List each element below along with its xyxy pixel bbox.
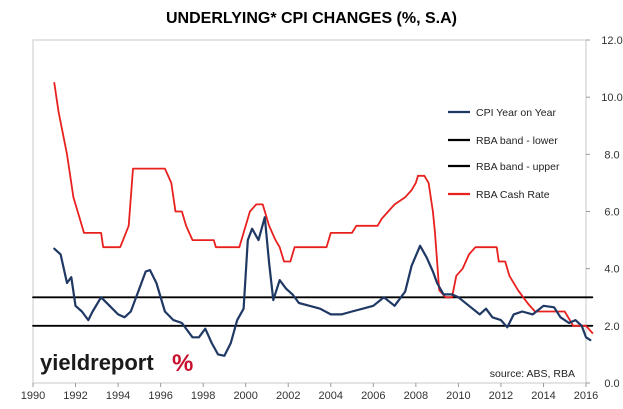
x-tick-label: 2002 [276,390,300,402]
yieldreport-logo: yieldreport % [40,350,193,377]
x-tick-label: 2010 [446,390,470,402]
x-tick-label: 1996 [148,390,172,402]
plot-area-border [32,39,587,384]
x-tick-label: 2008 [404,390,428,402]
legend-label: CPI Year on Year [476,107,556,119]
x-tick-label: 1998 [191,390,215,402]
x-tick-label: 2016 [574,390,598,402]
legend: CPI Year on Year RBA band - lower RBA band… [448,107,560,201]
source-note: source: ABS, RBA [490,368,575,380]
y-tick-label: 0.0 [604,378,619,390]
legend-label: RBA band - upper [476,161,560,173]
legend-label: RBA band - lower [476,135,558,147]
x-tick-label: 2014 [531,390,555,402]
chart-title: UNDERLYING* CPI CHANGES (%, S.A) [166,10,457,27]
logo-percent: % [172,350,193,377]
svg-text:yieldreport: yieldreport [40,350,154,375]
y-tick-label: 4.0 [604,264,619,276]
x-tick-label: 2012 [489,390,513,402]
series-lines [32,82,594,357]
x-tick-label: 1992 [63,390,87,402]
y-tick-label: 2.0 [604,321,619,333]
y-tick-label: 10.0 [601,92,622,104]
x-tick-label: 1994 [106,390,130,402]
series-line-cpi-year-on-year [53,216,592,357]
series-line-rba-cash-rate [53,82,594,334]
legend-label: RBA Cash Rate [476,189,550,201]
y-tick-label: 8.0 [604,149,619,161]
x-tick-label: 2004 [319,390,343,402]
x-tick-label: 2006 [361,390,385,402]
x-tick-label: 1990 [21,390,45,402]
y-tick-label: 12.0 [601,35,622,47]
y-tick-label: 6.0 [604,207,619,219]
x-tick-label: 2000 [233,390,257,402]
x-axis-ticks: 1990 1992 1994 1996 1998 2000 2002 2004 2006 2008… [21,383,598,402]
y-axis-ticks: 0.0 2.0 4.0 6.0 8.0 10.0 12.0 [586,35,623,390]
